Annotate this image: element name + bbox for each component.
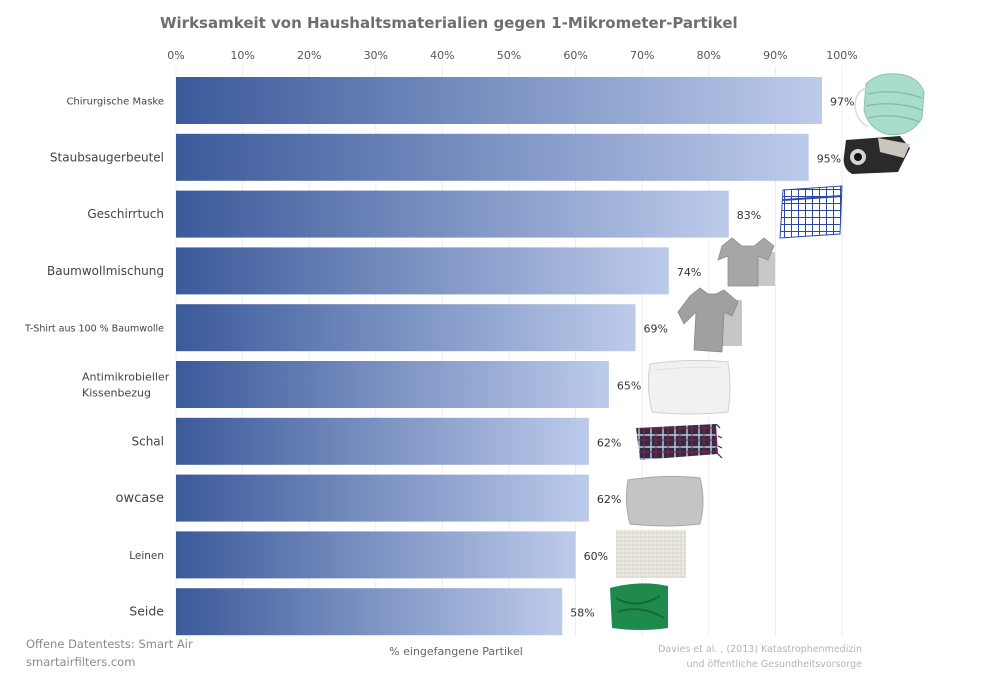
x-tick-label: 30%: [364, 49, 388, 62]
category-label: Chirurgische Maske: [66, 97, 164, 108]
category-label: Antimikrobieller Kissenbezug: [82, 371, 170, 400]
x-axis-label: % eingefangene Partikel: [389, 645, 523, 658]
value-label: 95%: [817, 152, 841, 165]
dish-towel-icon: [779, 185, 843, 239]
footer-credit-line2: smartairfilters.com: [26, 655, 135, 669]
vacuum-bag-icon: [843, 136, 910, 174]
category-label: Baumwollmischung: [47, 264, 164, 278]
value-label: 62%: [597, 436, 621, 449]
bars: [176, 77, 823, 636]
bar: [176, 190, 729, 238]
value-label: 74%: [677, 266, 701, 279]
bar: [176, 77, 823, 124]
category-label: T-Shirt aus 100 % Baumwolle: [24, 324, 164, 335]
x-tick-label: 0%: [167, 49, 184, 62]
category-label: Leinen: [129, 550, 164, 562]
chart-title: Wirksamkeit von Haushaltsmaterialien geg…: [160, 14, 738, 32]
bar: [176, 247, 669, 295]
value-label: 83%: [737, 209, 761, 222]
x-tick-label: 20%: [297, 49, 321, 62]
bar: [176, 133, 809, 181]
x-tick-label: 50%: [497, 49, 521, 62]
value-label: 65%: [617, 380, 641, 393]
value-labels: 97% 95% 83% 74% 69% 65% 62% 62% 60% 58%: [570, 96, 854, 620]
value-label: 60%: [584, 550, 608, 563]
source-citation-line1: Davies et al. , (2013) Katastrophenmediz…: [658, 644, 862, 655]
category-label: Staubsaugerbeutel: [50, 150, 164, 164]
x-tick-label: 60%: [563, 49, 587, 62]
category-label: Schal: [131, 434, 164, 448]
value-label: 62%: [597, 493, 621, 506]
scarf-icon: [636, 423, 723, 460]
bar: [176, 304, 636, 352]
x-tick-label: 10%: [230, 49, 254, 62]
x-tick-label: 100%: [826, 49, 857, 62]
category-label: owcase: [116, 491, 164, 506]
cotton-tshirt-icon: [677, 287, 742, 353]
category-label: Geschirrtuch: [87, 207, 164, 221]
bar: [176, 361, 609, 408]
x-axis-ticks: 0% 10% 20% 30% 40% 50% 60% 70% 80% 90% 100%: [167, 49, 857, 62]
bar: [176, 474, 589, 522]
silk-swatch-icon: [610, 583, 668, 630]
value-label: 97%: [830, 96, 854, 109]
bar: [176, 588, 563, 636]
cotton-blend-shirt-icon: [717, 237, 775, 287]
pillowcase-icon: [647, 359, 731, 415]
bar: [176, 417, 589, 465]
bar: [176, 531, 576, 579]
x-tick-label: 80%: [697, 49, 721, 62]
surgical-mask-icon: [854, 73, 925, 136]
value-label: 58%: [570, 607, 594, 620]
value-label: 69%: [644, 323, 668, 336]
category-label: Seide: [129, 604, 164, 619]
linen-swatch-icon: [616, 530, 686, 578]
source-citation-line2: und öffentliche Gesundheitsvorsorge: [686, 659, 862, 670]
x-tick-label: 40%: [430, 49, 454, 62]
footer-credit-line1: Offene Datentests: Smart Air: [26, 637, 193, 651]
category-labels: Chirurgische Maske Staubsaugerbeutel Gesch…: [24, 97, 170, 619]
pillow-icon: [625, 475, 704, 527]
x-tick-label: 70%: [630, 49, 654, 62]
x-tick-label: 90%: [763, 49, 787, 62]
